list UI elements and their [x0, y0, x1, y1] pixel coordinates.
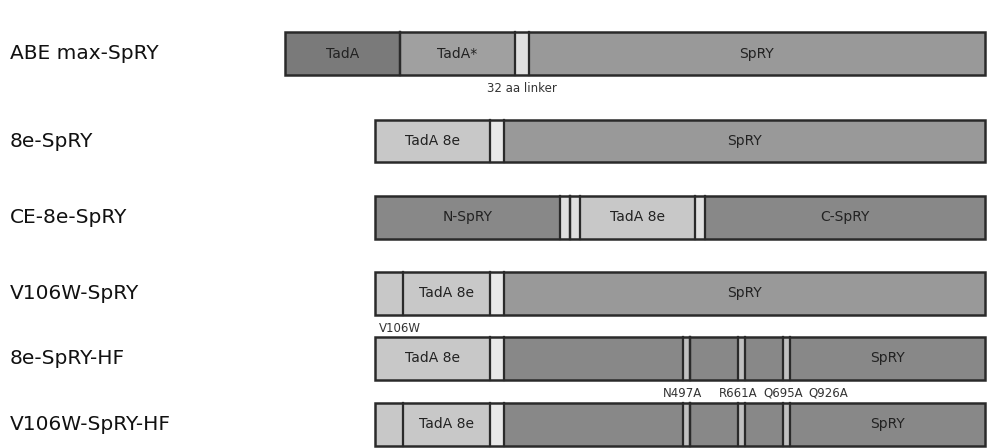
- Bar: [375, 403, 403, 445]
- Bar: [560, 196, 570, 238]
- Text: 8e-SpRY: 8e-SpRY: [10, 132, 93, 151]
- Bar: [745, 403, 783, 445]
- Bar: [403, 272, 490, 314]
- Text: TadA 8e: TadA 8e: [610, 210, 665, 224]
- Text: TadA: TadA: [326, 47, 359, 61]
- Text: R661A: R661A: [719, 387, 757, 400]
- Bar: [400, 33, 515, 75]
- Bar: [375, 272, 403, 314]
- Bar: [375, 403, 985, 445]
- Bar: [783, 337, 790, 379]
- Bar: [504, 337, 683, 379]
- Bar: [690, 403, 738, 445]
- Bar: [705, 196, 985, 238]
- Text: CE-8e-SpRY: CE-8e-SpRY: [10, 208, 127, 227]
- Text: SpRY: SpRY: [870, 417, 905, 431]
- Bar: [375, 337, 490, 379]
- Bar: [504, 120, 985, 162]
- Bar: [738, 403, 745, 445]
- Text: TadA*: TadA*: [437, 47, 478, 61]
- Bar: [490, 120, 504, 162]
- Text: SpRY: SpRY: [727, 286, 762, 301]
- Text: Q926A: Q926A: [808, 387, 848, 400]
- Bar: [570, 196, 580, 238]
- Bar: [375, 196, 985, 238]
- Bar: [375, 120, 985, 162]
- Bar: [490, 403, 504, 445]
- Text: SpRY: SpRY: [740, 47, 774, 61]
- Text: TadA 8e: TadA 8e: [405, 351, 460, 366]
- Bar: [490, 337, 504, 379]
- Bar: [529, 33, 985, 75]
- Bar: [403, 403, 490, 445]
- Text: TadA 8e: TadA 8e: [419, 417, 474, 431]
- Bar: [375, 120, 490, 162]
- Bar: [285, 33, 985, 75]
- Bar: [515, 33, 529, 75]
- Text: C-SpRY: C-SpRY: [820, 210, 870, 224]
- Bar: [695, 196, 705, 238]
- Text: V106W: V106W: [379, 322, 421, 335]
- Bar: [490, 272, 504, 314]
- Text: SpRY: SpRY: [727, 134, 762, 148]
- Text: V106W-SpRY-HF: V106W-SpRY-HF: [10, 415, 171, 434]
- Bar: [285, 33, 400, 75]
- Bar: [580, 196, 695, 238]
- Bar: [745, 337, 783, 379]
- Text: 32 aa linker: 32 aa linker: [487, 82, 557, 95]
- Text: TadA 8e: TadA 8e: [419, 286, 474, 301]
- Bar: [504, 403, 683, 445]
- Bar: [783, 403, 790, 445]
- Text: N-SpRY: N-SpRY: [442, 210, 492, 224]
- Text: N497A: N497A: [663, 387, 703, 400]
- Bar: [683, 337, 690, 379]
- Text: SpRY: SpRY: [870, 351, 905, 366]
- Bar: [375, 196, 560, 238]
- Text: 8e-SpRY-HF: 8e-SpRY-HF: [10, 349, 125, 368]
- Bar: [790, 337, 985, 379]
- Text: Q695A: Q695A: [763, 387, 803, 400]
- Text: TadA 8e: TadA 8e: [405, 134, 460, 148]
- Text: V106W-SpRY: V106W-SpRY: [10, 284, 139, 303]
- Bar: [375, 337, 985, 379]
- Text: ABE max-SpRY: ABE max-SpRY: [10, 44, 159, 63]
- Bar: [690, 337, 738, 379]
- Bar: [738, 337, 745, 379]
- Bar: [504, 272, 985, 314]
- Bar: [375, 272, 985, 314]
- Bar: [683, 403, 690, 445]
- Bar: [790, 403, 985, 445]
